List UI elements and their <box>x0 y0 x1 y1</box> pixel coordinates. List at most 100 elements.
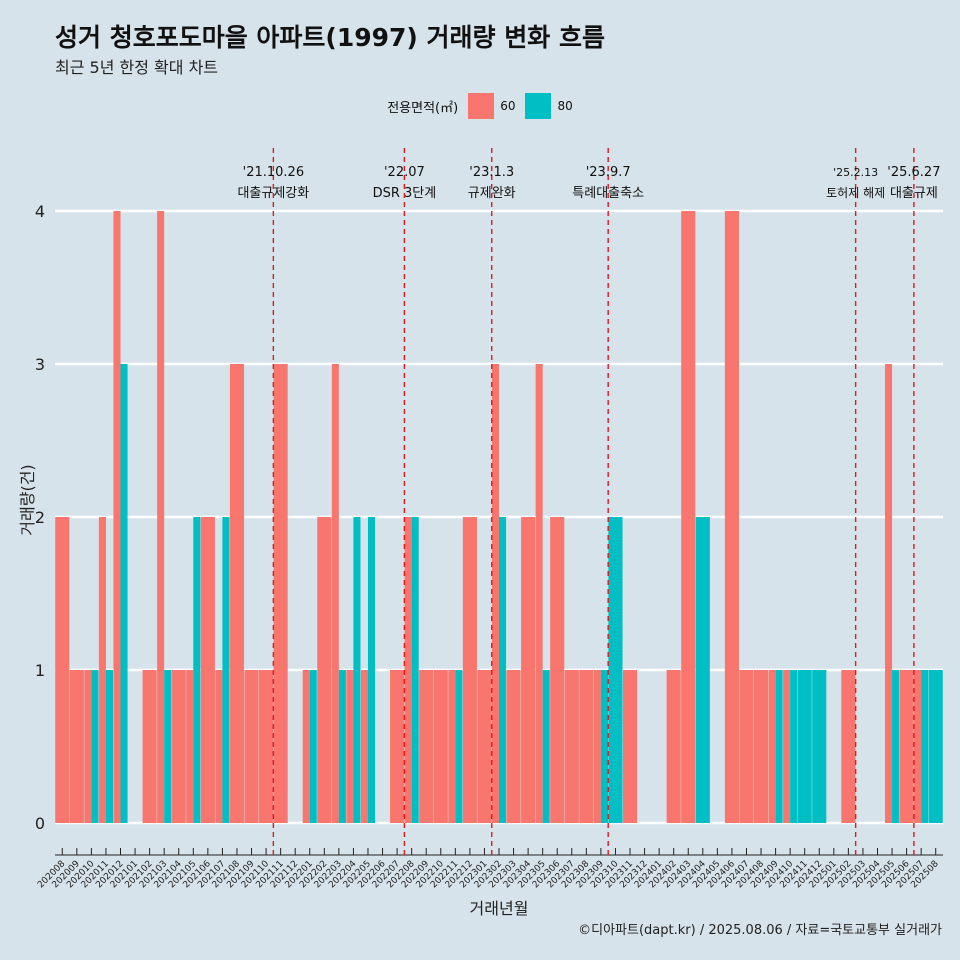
y-tick-label: 0 <box>35 814 45 833</box>
bar-80-202011 <box>105 670 114 823</box>
bar-80-202305 <box>542 670 550 823</box>
bar-80-202012 <box>120 364 128 823</box>
bar-60-202207 <box>390 670 405 823</box>
bar-60-202110 <box>259 670 274 823</box>
bar-60-202204 <box>346 670 354 823</box>
bar-80-202505 <box>892 670 900 823</box>
bar-60-202304 <box>521 517 536 823</box>
y-axis-title: 거래량(건) <box>18 464 37 535</box>
bar-60-202011 <box>98 517 106 823</box>
bar-80-202404 <box>695 517 710 823</box>
bar-60-202205 <box>360 670 368 823</box>
bar-80-202409 <box>775 670 783 823</box>
bar-80-202410 <box>790 670 798 823</box>
bar-80-202204 <box>353 517 361 823</box>
bar-60-202502 <box>841 670 856 823</box>
event-date: '22.07 <box>384 165 425 180</box>
bar-60-202409 <box>768 670 776 823</box>
bar-60-202012 <box>113 211 121 823</box>
bar-80-202302 <box>499 517 507 823</box>
bar-80-202211 <box>455 670 463 823</box>
bar-60-202506 <box>899 670 914 823</box>
bar-60-202109 <box>244 670 259 823</box>
bar-60-202010 <box>84 670 92 823</box>
bar-60-202407 <box>739 670 754 823</box>
event-label: 토허제 해제 <box>826 186 885 200</box>
x-axis-title: 거래년월 <box>470 899 529 918</box>
bar-80-202507 <box>921 670 929 823</box>
event-label: 대출규제강화 <box>237 186 309 201</box>
bar-60-202302 <box>491 364 499 823</box>
bar-60-202108 <box>229 364 245 823</box>
bar-60-202309 <box>593 670 601 823</box>
bar-60-202301 <box>477 670 492 823</box>
bar-60-202402 <box>666 670 681 823</box>
bar-60-202212 <box>462 517 477 823</box>
bar-60-202307 <box>564 670 579 823</box>
bar-60-202305 <box>535 364 543 823</box>
bar-60-202507 <box>914 670 922 823</box>
bar-80-202103 <box>164 670 172 823</box>
legend: 전용면적(㎡) 60 80 <box>0 93 960 119</box>
event-date: '25.6.27 <box>887 165 940 180</box>
y-tick-label: 3 <box>35 355 45 374</box>
bar-60-202105 <box>186 670 194 823</box>
legend-title: 전용면적(㎡) <box>387 100 459 116</box>
bar-60-202103 <box>157 211 165 823</box>
bar-60-202311 <box>622 670 638 823</box>
legend-label-80: 80 <box>557 99 573 113</box>
bar-60-202203 <box>331 364 339 823</box>
bar-80-202105 <box>193 517 201 823</box>
y-tick-label: 1 <box>35 661 45 680</box>
legend-label-60: 60 <box>500 99 516 113</box>
event-date: '23.9.7 <box>586 165 631 180</box>
event-date: '21.10.26 <box>243 165 304 180</box>
caption: ©디아파트(dapt.kr) / 2025.08.06 / 자료=국토교통부 실… <box>578 923 942 938</box>
bar-60-202104 <box>171 670 186 823</box>
chart-title: 성거 청호포도마을 아파트(1997) 거래량 변화 흐름 <box>55 23 605 52</box>
bar-60-202308 <box>579 670 594 823</box>
event-label: 대출규제 <box>890 186 938 201</box>
bar-60-202201 <box>302 670 310 823</box>
bar-80-202508 <box>928 670 943 823</box>
bar-60-202408 <box>753 670 769 823</box>
bar-60-202202 <box>317 517 332 823</box>
bar-60-202209 <box>419 670 434 823</box>
bar-80-202203 <box>338 670 346 823</box>
bar-80-202107 <box>222 517 230 823</box>
bar-60-202210 <box>433 670 448 823</box>
bar-60-202111 <box>273 364 288 823</box>
y-tick-label: 2 <box>35 508 45 527</box>
bar-80-202208 <box>411 517 419 823</box>
event-label: DSR 3단계 <box>373 186 437 201</box>
bar-60-202106 <box>200 517 215 823</box>
bar-60-202306 <box>550 517 565 823</box>
event-label: 규제완화 <box>468 186 516 201</box>
bar-60-202505 <box>884 364 893 823</box>
event-date: '23.1.3 <box>469 165 514 180</box>
chart-subtitle: 최근 5년 한정 확대 차트 <box>55 58 219 77</box>
bar-60-202208 <box>404 517 412 823</box>
bar-80-202309 <box>600 670 608 823</box>
y-tick-label: 4 <box>35 202 45 221</box>
bar-60-202403 <box>681 211 696 823</box>
bar-60-202410 <box>783 670 791 823</box>
legend-key-80 <box>525 93 552 119</box>
bar-60-202009 <box>69 670 84 823</box>
legend-key-60 <box>468 93 495 119</box>
bar-60-202102 <box>142 670 157 823</box>
event-label: 특례대출축소 <box>572 186 644 201</box>
bar-60-202303 <box>506 670 521 823</box>
bar-80-202205 <box>367 517 376 823</box>
bar-80-202310 <box>608 517 623 823</box>
bar-80-202411 <box>797 670 812 823</box>
bar-80-202010 <box>91 670 99 823</box>
bar-60-202406 <box>724 211 739 823</box>
event-date: '25.2.13 <box>833 166 878 179</box>
bar-60-202211 <box>448 670 456 823</box>
bar-80-202201 <box>309 670 317 823</box>
bar-60-202107 <box>215 670 223 823</box>
bar-80-202412 <box>812 670 827 823</box>
bar-60-202008 <box>55 517 70 823</box>
